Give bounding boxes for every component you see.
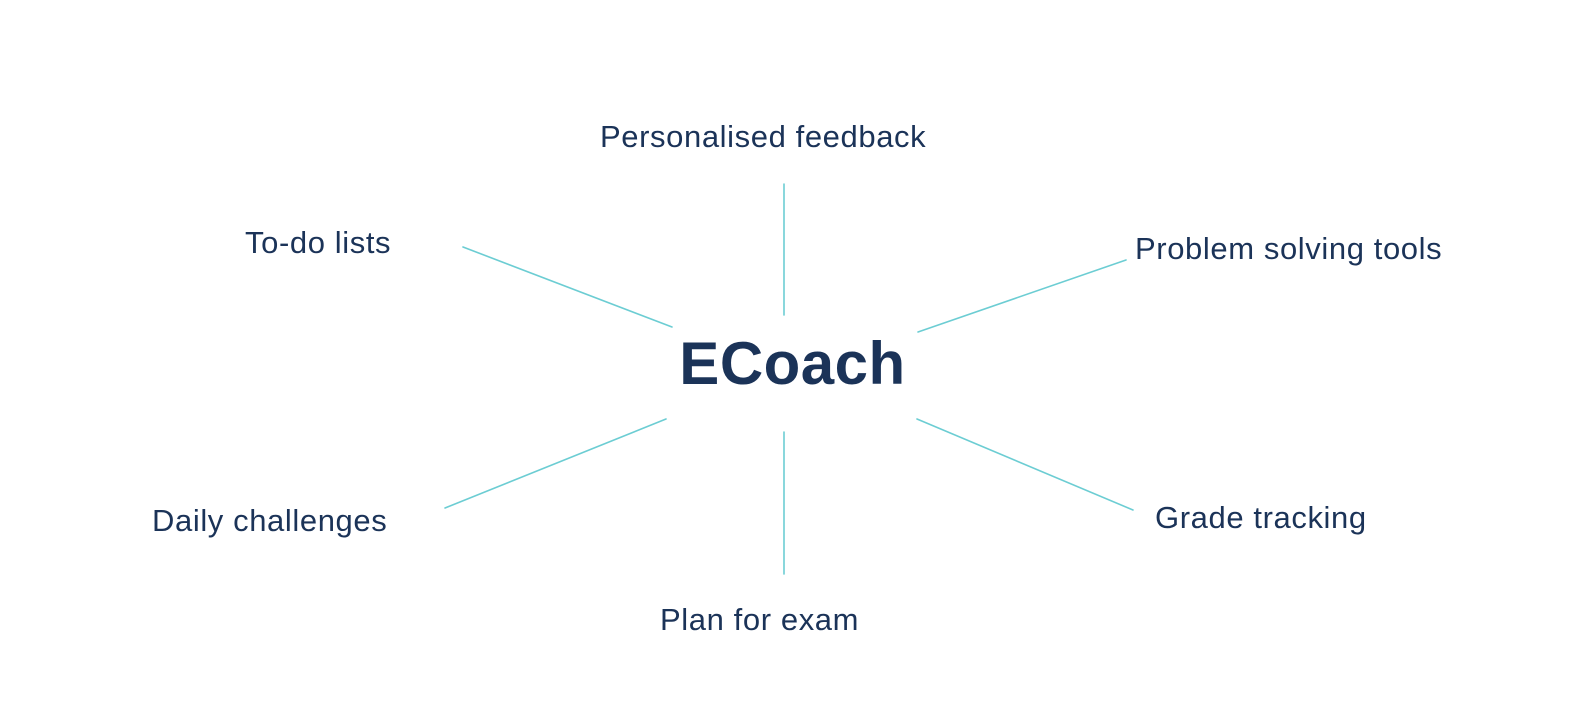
connector-top-right <box>917 259 1127 333</box>
connector-bottom-left <box>444 418 667 509</box>
node-top-right: Problem solving tools <box>1135 231 1443 266</box>
node-top: Personalised feedback <box>600 119 927 154</box>
node-bottom-left: Daily challenges <box>152 503 388 538</box>
node-bottom: Plan for exam <box>660 602 860 637</box>
node-bottom-right: Grade tracking <box>1155 500 1367 535</box>
node-top-left: To-do lists <box>245 225 392 260</box>
connector-top-left <box>462 246 673 328</box>
central-concept: ECoach <box>0 332 1585 396</box>
central-concept-text: ECoach <box>679 330 906 397</box>
connector-bottom-right <box>916 418 1134 511</box>
